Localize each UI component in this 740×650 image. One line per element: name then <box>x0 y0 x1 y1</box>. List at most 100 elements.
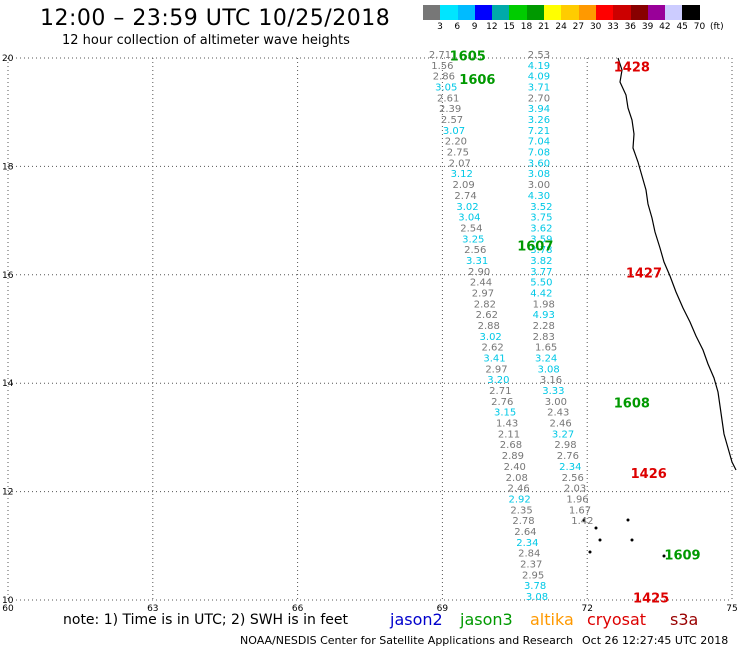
y-tick-label: 12 <box>2 488 13 498</box>
wave-height-reading: 3.12 <box>451 169 473 180</box>
wave-height-reading: 3.02 <box>456 202 478 213</box>
page-subtitle: 12 hour collection of altimeter wave hei… <box>62 33 350 48</box>
wave-height-reading: 1.67 <box>569 505 591 516</box>
island-dot <box>598 538 602 542</box>
satellite-legend-item: jason3 <box>460 610 513 629</box>
wave-height-reading: 1.98 <box>533 299 555 310</box>
wave-height-reading: 3.27 <box>552 429 574 440</box>
island-dot <box>588 550 592 554</box>
wave-height-readings: 2.711.562.863.052.612.392.573.072.202.75… <box>429 50 594 603</box>
wave-height-reading: 7.08 <box>528 148 550 159</box>
wave-height-reading: 2.40 <box>504 462 526 473</box>
wave-height-reading: 3.00 <box>545 397 567 408</box>
wave-height-reading: 3.25 <box>462 234 484 245</box>
footer-credit: NOAA/NESDIS Center for Satellite Applica… <box>240 634 574 647</box>
color-swatch <box>665 5 683 20</box>
color-swatch <box>457 5 475 20</box>
wave-height-reading: 3.52 <box>530 202 552 213</box>
wave-height-reading: 2.37 <box>520 559 542 570</box>
wave-height-reading: 3.08 <box>528 169 550 180</box>
color-scale-label: 24 <box>555 22 567 32</box>
color-scale-label: 36 <box>624 22 637 32</box>
island-dot <box>662 554 666 558</box>
wave-height-reading: 2.82 <box>474 299 496 310</box>
wave-height-reading: 2.43 <box>547 408 569 419</box>
wave-height-reading: 3.71 <box>528 83 550 94</box>
satellite-legend-item: jason2 <box>390 610 443 629</box>
color-swatch <box>526 5 545 20</box>
coastline <box>582 57 737 558</box>
wave-height-reading: 2.44 <box>470 278 492 289</box>
wave-height-reading: 4.42 <box>530 288 552 299</box>
wave-height-reading: 4.19 <box>528 61 550 72</box>
wave-height-reading: 3.08 <box>526 592 548 603</box>
y-tick-label: 14 <box>2 379 14 389</box>
x-tick-label: 66 <box>292 604 304 614</box>
x-tick-label: 63 <box>147 604 158 614</box>
color-swatch <box>578 5 596 20</box>
wave-height-reading: 2.39 <box>439 104 461 115</box>
wave-height-reading: 4.93 <box>533 310 555 321</box>
wave-height-reading: 3.07 <box>443 126 465 137</box>
wave-height-reading: 4.09 <box>528 72 550 83</box>
color-scale-label: 70 <box>693 22 706 32</box>
wave-height-reading: 2.62 <box>481 343 503 354</box>
wave-height-reading: 2.64 <box>514 527 536 538</box>
wave-height-reading: 3.33 <box>542 386 564 397</box>
color-scale-label: (ft) <box>710 22 724 32</box>
x-tick-label: 75 <box>726 604 737 614</box>
wave-height-reading: 3.78 <box>524 581 546 592</box>
color-scale-label: 9 <box>471 22 478 32</box>
wave-height-reading: 3.31 <box>466 256 488 267</box>
pass-label: 1428 <box>614 61 650 76</box>
wave-height-reading: 2.68 <box>500 440 522 451</box>
color-scale-label: 21 <box>538 22 550 32</box>
footer-note: note: 1) Time is in UTC; 2) SWH is in fe… <box>63 612 349 628</box>
island-dot <box>630 538 634 542</box>
pass-label: 1426 <box>631 467 667 482</box>
wave-height-reading: 3.60 <box>528 158 550 169</box>
wave-height-reading: 2.86 <box>433 72 455 83</box>
wave-height-reading: 2.62 <box>476 310 498 321</box>
color-swatch <box>492 5 510 20</box>
wave-height-reading: 2.54 <box>460 223 482 234</box>
wave-height-reading: 2.61 <box>437 93 459 104</box>
x-tick-label: 69 <box>437 604 449 614</box>
wave-height-reading: 1.65 <box>535 343 557 354</box>
island-dot <box>582 518 586 522</box>
wave-height-reading: 2.92 <box>508 494 530 505</box>
y-tick-label: 18 <box>2 162 14 172</box>
color-scale-label: 30 <box>589 22 602 32</box>
pass-label: 1606 <box>459 73 495 88</box>
satellite-legend-item: altika <box>530 610 574 629</box>
y-tick-label: 16 <box>2 271 14 281</box>
footer-timestamp: Oct 26 12:27:45 UTC 2018 <box>582 634 729 647</box>
wave-height-reading: 2.11 <box>498 429 520 440</box>
color-scale-label: 42 <box>659 22 671 32</box>
wave-height-reading: 5.50 <box>530 278 552 289</box>
color-swatch <box>440 5 458 20</box>
wave-height-reading: 3.15 <box>494 408 516 419</box>
color-swatch <box>682 5 700 20</box>
satellite-legend-item: s3a <box>670 610 699 629</box>
wave-height-reading: 1.56 <box>431 61 453 72</box>
wave-height-reading: 2.90 <box>468 267 490 278</box>
y-tick-label: 10 <box>2 596 14 606</box>
wave-height-reading: 2.88 <box>478 321 500 332</box>
wave-height-reading: 3.26 <box>528 115 550 126</box>
wave-height-reading: 2.98 <box>554 440 576 451</box>
wave-height-reading: 3.78 <box>530 245 552 256</box>
wave-height-reading: 2.46 <box>550 419 572 430</box>
wave-height-reading: 3.77 <box>530 267 552 278</box>
color-scale-label: 45 <box>676 22 688 32</box>
pass-label: 1608 <box>614 397 650 412</box>
wave-height-reading: 7.04 <box>528 137 550 148</box>
wave-height-reading: 1.96 <box>566 494 588 505</box>
wave-height-reading: 2.71 <box>429 50 451 61</box>
pass-label: 1607 <box>517 239 553 254</box>
island-dot <box>594 526 598 530</box>
wave-height-reading: 2.08 <box>506 473 528 484</box>
color-scale-label: 18 <box>520 22 533 32</box>
wave-height-reading: 2.95 <box>522 570 544 581</box>
